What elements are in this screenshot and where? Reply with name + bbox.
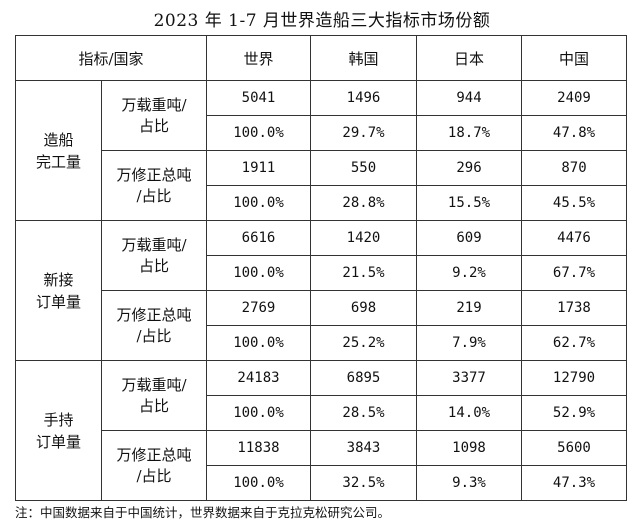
share-cell: 14.0% — [416, 395, 522, 431]
value-cell: 1420 — [310, 220, 417, 256]
table-row: 造船 完工量 万载重吨/ 占比 5041 1496 944 2409 — [15, 80, 627, 221]
metric-line: /占比 — [136, 326, 172, 345]
share-cell: 45.5% — [521, 185, 627, 221]
value-cell: 12790 — [521, 360, 627, 396]
share-cell: 29.7% — [310, 115, 417, 151]
share-cell: 47.3% — [521, 465, 627, 501]
value-cell: 1738 — [521, 290, 627, 326]
column-header-world: 世界 — [206, 35, 311, 81]
value-cell: 5600 — [521, 430, 627, 466]
metric-line: 万修正总吨 — [116, 165, 192, 184]
table-row: 100.0% 21.5% 9.2% 67.7% — [16, 255, 627, 291]
value-cell: 6895 — [310, 360, 417, 396]
value-cell: 5041 — [206, 80, 311, 116]
metric-line: 万载重吨/ — [121, 235, 187, 254]
category-cell: 造船 完工量 — [15, 80, 102, 221]
share-cell: 52.9% — [521, 395, 627, 431]
metric-line: 万修正总吨 — [116, 305, 192, 324]
value-cell: 1098 — [416, 430, 522, 466]
share-cell: 100.0% — [206, 185, 311, 221]
metric-line: 万载重吨/ — [121, 95, 187, 114]
share-cell: 25.2% — [310, 325, 417, 361]
category-line: 订单量 — [35, 292, 81, 311]
value-cell: 3843 — [310, 430, 417, 466]
share-cell: 21.5% — [310, 255, 417, 291]
table-row: 万修正总吨 /占比 2769 698 219 1738 — [16, 290, 627, 361]
header-row: 指标/国家 世界 韩国 日本 中国 — [15, 35, 627, 81]
value-cell: 609 — [416, 220, 522, 256]
metric-line: /占比 — [136, 466, 172, 485]
value-cell: 944 — [416, 80, 522, 116]
metric-line: 占比 — [138, 116, 169, 135]
share-cell: 28.8% — [310, 185, 417, 221]
value-cell: 3377 — [416, 360, 522, 396]
market-share-table: 指标/国家 世界 韩国 日本 中国 造船 完工量 万载重吨/ 占比 5041 1… — [15, 35, 627, 501]
value-cell: 698 — [310, 290, 417, 326]
category-line: 手持 — [43, 410, 74, 429]
share-cell: 67.7% — [521, 255, 627, 291]
table-row: 100.0% 25.2% 7.9% 62.7% — [16, 325, 627, 361]
category-line: 新接 — [43, 270, 74, 289]
share-cell: 100.0% — [206, 395, 311, 431]
table-row: 万修正总吨 /占比 1911 550 296 870 — [16, 150, 627, 221]
table-row: 新接 订单量 万载重吨/ 占比 6616 1420 609 4476 — [15, 220, 627, 361]
category-line: 造船 — [43, 130, 74, 149]
metric-line: 占比 — [138, 256, 169, 275]
share-cell: 100.0% — [206, 325, 311, 361]
value-cell: 6616 — [206, 220, 311, 256]
share-cell: 18.7% — [416, 115, 522, 151]
share-cell: 15.5% — [416, 185, 522, 221]
table-title: 2023 年 1-7 月世界造船三大指标市场份额 — [153, 11, 491, 31]
share-cell: 28.5% — [310, 395, 417, 431]
value-cell: 870 — [521, 150, 627, 186]
value-cell: 11838 — [206, 430, 311, 466]
source-note: 注：中国数据来自于中国统计，世界数据来自于克拉克松研究公司。 — [15, 505, 391, 520]
table-row: 手持 订单量 万载重吨/ 占比 24183 6895 3377 12790 — [15, 360, 627, 501]
metric-cell: 万修正总吨 /占比 — [101, 150, 207, 221]
category-cell: 新接 订单量 — [15, 220, 102, 361]
table-row: 100.0% 28.8% 15.5% 45.5% — [16, 185, 627, 221]
table-row: 100.0% 32.5% 9.3% 47.3% — [16, 465, 627, 501]
share-cell: 62.7% — [521, 325, 627, 361]
column-header-korea: 韩国 — [310, 35, 417, 81]
share-cell: 100.0% — [206, 115, 311, 151]
category-cell: 手持 订单量 — [15, 360, 102, 501]
metric-line: /占比 — [136, 186, 172, 205]
category-line: 完工量 — [35, 152, 81, 171]
table-row: 100.0% 28.5% 14.0% 52.9% — [16, 395, 627, 431]
value-cell: 1496 — [310, 80, 417, 116]
metric-cell: 万修正总吨 /占比 — [101, 430, 207, 501]
value-cell: 2409 — [521, 80, 627, 116]
value-cell: 296 — [416, 150, 522, 186]
value-cell: 4476 — [521, 220, 627, 256]
value-cell: 2769 — [206, 290, 311, 326]
value-cell: 24183 — [206, 360, 311, 396]
share-cell: 100.0% — [206, 465, 311, 501]
share-cell: 9.3% — [416, 465, 522, 501]
value-cell: 219 — [416, 290, 522, 326]
metric-line: 占比 — [138, 396, 169, 415]
metric-line: 万载重吨/ — [121, 375, 187, 394]
share-cell: 9.2% — [416, 255, 522, 291]
share-cell: 47.8% — [521, 115, 627, 151]
corner-header: 指标/国家 — [15, 35, 207, 81]
metric-cell: 万修正总吨 /占比 — [101, 290, 207, 361]
value-cell: 1911 — [206, 150, 311, 186]
table-row: 万修正总吨 /占比 11838 3843 1098 5600 — [16, 430, 627, 501]
column-header-japan: 日本 — [416, 35, 522, 81]
value-cell: 550 — [310, 150, 417, 186]
share-cell: 7.9% — [416, 325, 522, 361]
metric-cell: 万载重吨/ 占比 — [101, 80, 207, 151]
share-cell: 32.5% — [310, 465, 417, 501]
share-cell: 100.0% — [206, 255, 311, 291]
column-header-china: 中国 — [521, 35, 627, 81]
metric-line: 万修正总吨 — [116, 445, 192, 464]
category-line: 订单量 — [35, 432, 81, 451]
metric-cell: 万载重吨/ 占比 — [101, 360, 207, 431]
table-row: 100.0% 29.7% 18.7% 47.8% — [16, 115, 627, 151]
metric-cell: 万载重吨/ 占比 — [101, 220, 207, 291]
